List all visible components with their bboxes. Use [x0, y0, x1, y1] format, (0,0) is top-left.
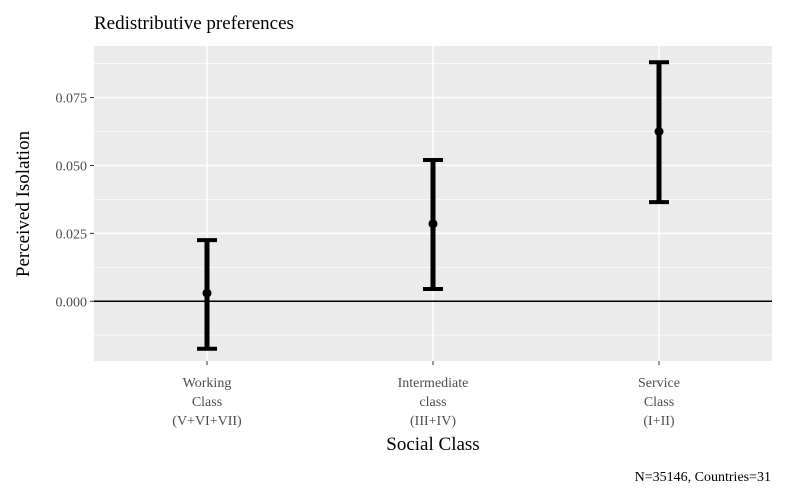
y-tick-label: 0.025	[56, 227, 88, 242]
y-tick-label: 0.050	[56, 159, 88, 174]
x-axis: Working Class (V+VI+VII) Intermediate class(…	[172, 361, 680, 429]
y-axis: 0.000 0.025 0.050 0.075	[56, 92, 94, 310]
x-tick-label: Service Class (I+II)	[638, 376, 680, 429]
x-axis-title: Social Class	[386, 434, 479, 455]
point-estimate	[428, 219, 438, 229]
point-estimate	[202, 288, 212, 298]
x-tick-label: Intermediate class (III+IV)	[398, 376, 469, 429]
y-tick-label: 0.075	[56, 92, 88, 107]
error-bar	[423, 158, 443, 292]
x-tick-label: Working Class (V+VI+VII)	[172, 376, 242, 429]
caption: N=35146, Countries=31	[635, 470, 771, 485]
chart-title: Redistributive preferences	[94, 13, 294, 34]
error-bar	[649, 60, 669, 205]
error-bar	[197, 238, 217, 351]
error-bars	[197, 60, 669, 351]
y-axis-title: Perceived Isolation	[13, 130, 34, 277]
y-tick-label: 0.000	[56, 295, 88, 310]
point-estimate	[654, 127, 664, 137]
